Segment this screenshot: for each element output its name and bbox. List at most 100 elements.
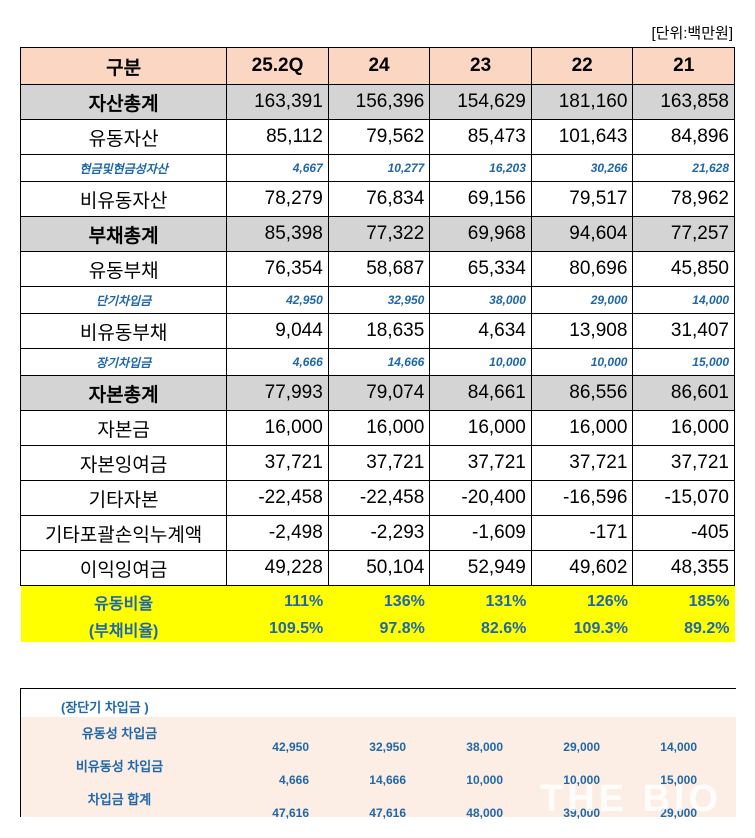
header-period: 23: [429, 47, 532, 85]
header-period: 22: [530, 47, 634, 85]
table-row: 장기차입금 4,666 14,666 10,000 10,000 15,000: [19, 348, 735, 376]
value-cell: 16,203: [429, 154, 532, 182]
value-cell: 16,000: [530, 410, 634, 446]
value-cell: 37,721: [226, 445, 329, 481]
value-cell: 163,858: [632, 84, 735, 120]
table-row: 기타포괄손익누계액 -2,498 -2,293 -1,609 -171 -405: [19, 515, 735, 551]
value-cell: 154,629: [429, 84, 532, 120]
value-cell: 109.5%: [226, 615, 329, 642]
value-cell: -22,458: [226, 480, 329, 516]
value-cell: 16,000: [327, 410, 431, 446]
value-cell: 80,696: [530, 251, 634, 287]
value-cell: 131%: [429, 585, 532, 615]
value-cell: 181,160: [530, 84, 634, 120]
value-cell: 42,950: [226, 286, 329, 314]
value-cell: 38,000: [429, 286, 532, 314]
value-cell: 163,391: [226, 84, 329, 120]
value-cell: 37,721: [632, 445, 735, 481]
table-row: 자산총계 163,391 156,396 154,629 181,160 163,858: [19, 84, 735, 120]
value-cell: 111%: [226, 585, 329, 615]
row-label: 기타자본: [19, 480, 228, 516]
value-cell: 79,074: [327, 375, 431, 411]
value-cell: -20,400: [429, 480, 532, 516]
value-cell: -15,070: [632, 480, 735, 516]
borrowings-value: 4,666: [278, 773, 309, 787]
value-cell: 16,000: [632, 410, 735, 446]
value-cell: -2,498: [226, 515, 329, 551]
borrowings-value: 47,616: [369, 806, 406, 820]
value-cell: -171: [530, 515, 634, 551]
value-cell: 15,000: [632, 348, 735, 376]
value-cell: 50,104: [327, 550, 431, 586]
borrowings-row: 비유동성 차입금 4,666 14,666 10,000 10,000 15,000: [21, 756, 736, 788]
table-row: 단기차입금 42,950 32,950 38,000 29,000 14,000: [19, 286, 735, 314]
row-label: 이익잉여금: [19, 550, 228, 586]
value-cell: -2,293: [327, 515, 431, 551]
value-cell: 77,257: [632, 216, 735, 252]
value-cell: 14,000: [632, 286, 735, 314]
value-cell: 97.8%: [328, 615, 430, 642]
value-cell: 85,398: [226, 216, 329, 252]
table-row: 이익잉여금 49,228 50,104 52,949 49,602 48,355: [19, 550, 735, 586]
value-cell: 77,993: [226, 375, 329, 411]
borrowings-row-label: 차입금 합계: [87, 792, 152, 807]
value-cell: 31,407: [632, 313, 735, 349]
value-cell: 85,112: [226, 119, 329, 155]
value-cell: -405: [632, 515, 735, 551]
value-cell: 4,666: [226, 348, 329, 376]
table-row: 비유동자산 78,279 76,834 69,156 79,517 78,962: [19, 181, 735, 217]
value-cell: 21,628: [632, 154, 735, 182]
value-cell: 86,601: [632, 375, 735, 411]
value-cell: 45,850: [632, 251, 735, 287]
value-cell: -16,596: [530, 480, 634, 516]
header-category: 구분: [19, 47, 228, 85]
row-label: 자본총계: [19, 375, 228, 411]
borrowings-value: 32,950: [369, 740, 406, 754]
row-label: 기타포괄손익누계액: [19, 515, 228, 551]
borrowings-value: 29,000: [563, 740, 600, 754]
borrowings-value: 10,000: [563, 773, 600, 787]
value-cell: 18,635: [327, 313, 431, 349]
borrowings-row: 유동성 차입금 42,950 32,950 38,000 29,000 14,000: [21, 723, 736, 755]
row-label: 유동부채: [19, 251, 228, 287]
row-label: 비유동부채: [19, 313, 228, 349]
value-cell: 16,000: [429, 410, 532, 446]
value-cell: 82.6%: [429, 615, 532, 642]
header-period: 25.2Q: [226, 47, 329, 85]
table-row: 유동자산 85,112 79,562 85,473 101,643 84,896: [19, 119, 735, 155]
value-cell: 10,277: [327, 154, 431, 182]
row-label: 부채총계: [19, 216, 228, 252]
value-cell: -1,609: [429, 515, 532, 551]
balance-sheet-table: 구분 25.2Q 24 23 22 21 자산총계 163,391 156,396 1…: [19, 47, 735, 642]
value-cell: 94,604: [530, 216, 634, 252]
table-row: 유동부채 76,354 58,687 65,334 80,696 45,850: [19, 251, 735, 287]
watermark: THE BIO: [540, 778, 723, 820]
value-cell: 86,556: [530, 375, 634, 411]
table-row: 기타자본 -22,458 -22,458 -20,400 -16,596 -15,070: [19, 480, 735, 516]
borrowings-value: 47,616: [272, 806, 309, 820]
value-cell: -22,458: [327, 480, 431, 516]
header-period: 21: [632, 47, 735, 85]
borrowings-row-label: 비유동성 차입금: [75, 759, 164, 774]
table-row: (부채비율) 109.5% 97.8% 82.6% 109.3% 89.2%: [20, 615, 735, 642]
borrowings-value: 15,000: [660, 773, 697, 787]
value-cell: 185%: [632, 585, 735, 615]
value-cell: 79,517: [530, 181, 634, 217]
value-cell: 78,962: [632, 181, 735, 217]
value-cell: 69,156: [429, 181, 532, 217]
table-row: 부채총계 85,398 77,322 69,968 94,604 77,257: [19, 216, 735, 252]
value-cell: 29,000: [530, 286, 634, 314]
row-label: 단기차입금: [19, 286, 228, 314]
row-label: 비유동자산: [19, 181, 228, 217]
header-period: 24: [327, 47, 431, 85]
value-cell: 84,896: [632, 119, 735, 155]
borrowings-row: 차입금 합계 47,616 47,616 48,000 39,000 29,000: [21, 789, 736, 821]
row-label: 자본잉여금: [19, 445, 228, 481]
value-cell: 52,949: [429, 550, 532, 586]
unit-label: [단위:백만원]: [651, 25, 733, 42]
value-cell: 37,721: [530, 445, 634, 481]
value-cell: 49,228: [226, 550, 329, 586]
value-cell: 126%: [531, 585, 633, 615]
borrowings-section: (장단기 차입금 ) 유동성 차입금 42,950 32,950 38,000 29,0…: [20, 688, 736, 820]
borrowings-value: 42,950: [272, 740, 309, 754]
